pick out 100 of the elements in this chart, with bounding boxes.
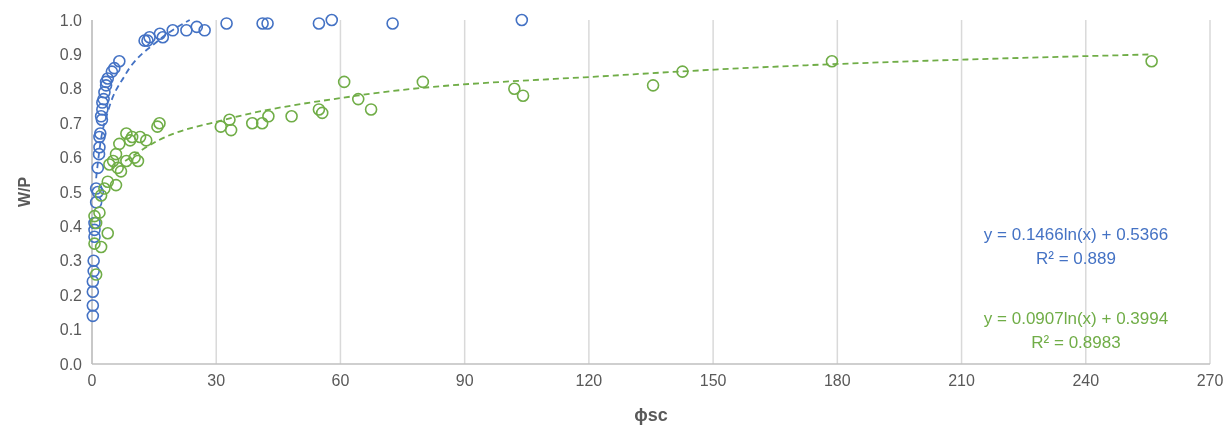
- point: [101, 175, 115, 188]
- point: [1145, 54, 1158, 68]
- y-tick-label: 0.6: [59, 149, 83, 167]
- point: [108, 61, 121, 75]
- point: [96, 103, 109, 116]
- point: [98, 182, 111, 195]
- x-tick-label: 60: [331, 372, 350, 389]
- x-tick-label: 240: [1072, 372, 1100, 389]
- point: [646, 79, 660, 92]
- point: [139, 134, 153, 147]
- point: [96, 96, 109, 109]
- point: [166, 24, 180, 37]
- point: [89, 268, 103, 281]
- point: [86, 275, 100, 288]
- point: [111, 161, 124, 175]
- point: [180, 24, 193, 37]
- point: [93, 140, 106, 154]
- point: [114, 165, 128, 178]
- point: [101, 226, 115, 240]
- point: [113, 137, 126, 151]
- point: [351, 92, 365, 106]
- point: [515, 13, 529, 27]
- y-tick-label: 0.8: [59, 80, 83, 98]
- annotation: y = 0.0907ln(x) + 0.3994: [983, 309, 1169, 328]
- point: [109, 147, 123, 161]
- point: [123, 134, 137, 147]
- point: [88, 237, 101, 250]
- point: [223, 113, 236, 127]
- point: [99, 75, 113, 89]
- point: [312, 103, 326, 116]
- point: [94, 110, 108, 123]
- x-axis-title: ϕsc: [634, 405, 668, 425]
- point: [93, 130, 106, 144]
- point: [86, 285, 100, 299]
- point: [133, 130, 147, 144]
- point: [125, 130, 139, 144]
- point: [131, 154, 145, 168]
- point: [99, 79, 113, 92]
- point: [88, 230, 101, 244]
- point: [106, 154, 120, 168]
- x-tick-label: 150: [699, 372, 727, 389]
- point: [91, 161, 105, 175]
- point: [93, 127, 107, 140]
- point: [103, 158, 116, 171]
- point: [86, 309, 100, 323]
- point: [224, 123, 238, 137]
- y-axis-title: W/P: [16, 176, 33, 208]
- point: [676, 65, 689, 78]
- point: [94, 240, 108, 254]
- y-tick-label: 1.0: [59, 11, 83, 29]
- point: [214, 120, 228, 133]
- annotation: R² = 0.8983: [1031, 333, 1121, 352]
- point: [255, 116, 269, 130]
- point: [91, 185, 105, 199]
- point: [151, 120, 164, 133]
- point: [153, 116, 166, 130]
- y-tick-label: 0.2: [59, 286, 83, 304]
- point: [94, 189, 108, 202]
- annotation: R² = 0.889: [1036, 249, 1116, 268]
- x-tick-label: 30: [207, 372, 226, 389]
- x-tick-label: 90: [455, 372, 474, 389]
- x-tick-label: 0: [87, 372, 97, 389]
- point: [198, 24, 211, 37]
- point: [190, 20, 204, 34]
- point: [508, 82, 521, 96]
- point: [87, 254, 100, 268]
- point: [128, 151, 141, 164]
- point: [105, 65, 119, 78]
- point: [93, 206, 106, 219]
- y-tick-label: 0.4: [59, 218, 83, 235]
- point: [113, 54, 126, 68]
- point: [88, 209, 101, 223]
- point: [97, 92, 110, 106]
- y-tick-label: 0.9: [59, 46, 83, 63]
- point: [87, 264, 100, 278]
- point: [364, 103, 378, 116]
- point: [386, 17, 399, 30]
- point: [325, 13, 339, 27]
- point: [98, 85, 111, 99]
- point: [95, 113, 109, 127]
- point: [92, 147, 106, 161]
- point: [516, 89, 530, 102]
- point: [220, 17, 233, 30]
- point: [312, 17, 326, 30]
- point: [88, 223, 101, 237]
- point: [285, 110, 298, 123]
- point: [101, 72, 115, 85]
- point: [261, 17, 274, 30]
- point: [89, 182, 103, 195]
- y-tick-label: 0.0: [59, 355, 83, 373]
- annotation: y = 0.1466ln(x) + 0.5366: [983, 225, 1169, 244]
- point: [262, 110, 275, 123]
- y-tick-label: 0.7: [59, 114, 83, 132]
- point: [337, 75, 351, 89]
- point: [109, 178, 123, 192]
- point: [86, 299, 100, 312]
- x-tick-label: 270: [1196, 372, 1224, 389]
- point: [143, 30, 156, 44]
- point: [256, 17, 269, 30]
- x-tick-label: 180: [823, 372, 851, 389]
